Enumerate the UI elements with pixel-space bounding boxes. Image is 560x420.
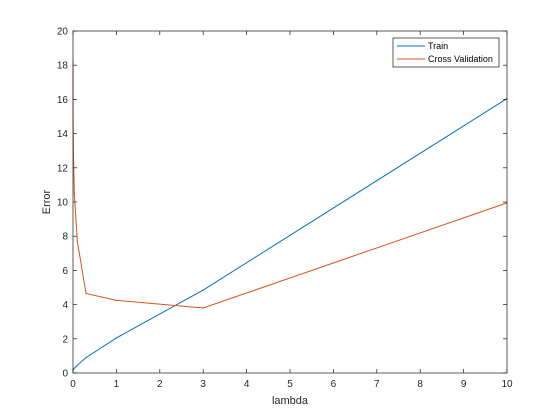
y-tick-label: 12 xyxy=(57,163,69,174)
y-axis-ticks: 0 2 4 6 8 10 12 14 16 18 20 xyxy=(57,27,507,380)
x-tick-label: 4 xyxy=(244,379,250,390)
y-tick-label: 20 xyxy=(57,27,69,38)
data-point-train xyxy=(76,364,78,366)
y-tick-label: 14 xyxy=(57,129,69,140)
x-tick-label: 7 xyxy=(374,379,380,390)
plot-area xyxy=(73,31,507,373)
y-tick-label: 6 xyxy=(62,266,68,277)
y-tick-label: 16 xyxy=(57,95,69,106)
x-tick-label: 0 xyxy=(70,379,76,390)
data-point-train xyxy=(115,337,117,339)
x-tick-label: 10 xyxy=(501,379,513,390)
x-tick-label: 9 xyxy=(461,379,467,390)
x-tick-label: 2 xyxy=(157,379,163,390)
legend-label-train: Train xyxy=(428,41,448,51)
y-tick-label: 0 xyxy=(62,369,68,380)
data-point-cross-validation xyxy=(85,292,87,295)
legend-box xyxy=(392,37,500,68)
legend-label-cross-validation: Cross Validation xyxy=(428,54,493,64)
y-axis-label: Error xyxy=(41,189,53,214)
y-tick-label: 18 xyxy=(57,61,69,72)
x-tick-label: 3 xyxy=(200,379,206,390)
legend: Train Cross Validation xyxy=(392,37,500,68)
data-point-train xyxy=(202,289,204,291)
x-tick-label: 6 xyxy=(331,379,337,390)
data-point-cross-validation xyxy=(115,299,117,301)
data-point-cross-validation xyxy=(202,307,204,309)
data-point-train xyxy=(73,367,75,369)
y-tick-label: 2 xyxy=(62,334,68,345)
x-axis-label: lambda xyxy=(272,395,309,407)
data-point-train xyxy=(85,357,87,359)
y-tick-label: 10 xyxy=(57,198,69,209)
data-point-cross-validation xyxy=(73,192,75,195)
y-tick-label: 4 xyxy=(62,300,68,311)
x-tick-label: 1 xyxy=(114,379,120,390)
y-tick-label: 8 xyxy=(62,232,68,243)
x-axis-ticks: 0 1 2 3 4 5 6 7 8 9 10 xyxy=(70,31,513,390)
x-tick-label: 5 xyxy=(287,379,293,390)
x-tick-label: 8 xyxy=(417,379,423,390)
data-point-cross-validation xyxy=(76,240,78,242)
